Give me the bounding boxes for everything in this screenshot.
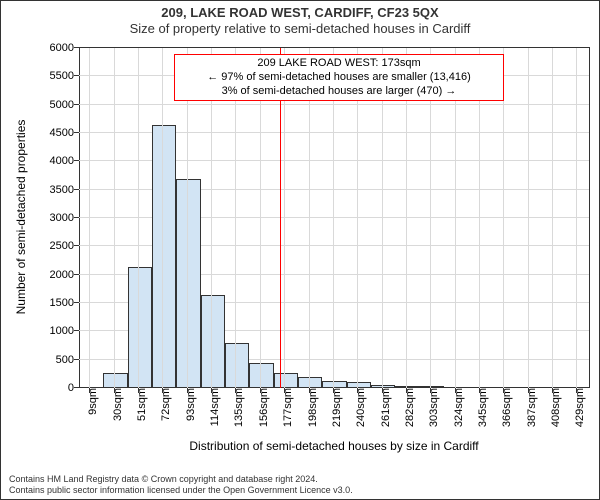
x-tick-label: 9sqm [87,388,99,415]
gridline-vertical [528,48,529,388]
y-tick-label: 1500 [34,297,74,309]
footer: Contains HM Land Registry data © Crown c… [9,474,353,495]
histogram-bar [249,363,273,388]
gridline-vertical [162,48,163,388]
x-tick-label: 30sqm [112,388,124,421]
histogram-bar [201,295,225,388]
y-tick-label: 1000 [34,325,74,337]
annotation-line-1: 209 LAKE ROAD WEST: 173sqm [179,57,499,71]
y-axis-label: Number of semi-detached properties [14,120,28,315]
gridline-horizontal [79,104,589,105]
y-tick-mark [74,75,79,76]
histogram-bar [298,377,322,388]
y-tick-label: 500 [34,354,74,366]
histogram-bar [128,267,152,388]
y-tick-mark [74,217,79,218]
y-tick-mark [74,47,79,48]
gridline-vertical [138,48,139,388]
x-tick-label: 93sqm [185,388,197,421]
y-tick-label: 5000 [34,99,74,111]
y-tick-mark [74,387,79,388]
x-tick-label: 156sqm [258,388,270,427]
annotation-line-2: ← 97% of semi-detached houses are smalle… [179,71,499,85]
x-tick-label: 345sqm [477,388,489,427]
histogram-bar [103,373,127,388]
annotation-box: 209 LAKE ROAD WEST: 173sqm ← 97% of semi… [174,54,504,101]
x-tick-label: 261sqm [380,388,392,427]
y-axis-line [79,48,80,388]
y-tick-label: 3500 [34,184,74,196]
histogram-bar [152,125,176,388]
x-tick-label: 135sqm [233,388,245,427]
y-tick-label: 2000 [34,269,74,281]
y-tick-label: 3000 [34,212,74,224]
gridline-vertical [552,48,553,388]
gridline-vertical [114,48,115,388]
page-title: 209, LAKE ROAD WEST, CARDIFF, CF23 5QX [1,5,599,21]
y-tick-label: 2500 [34,240,74,252]
page-subtitle: Size of property relative to semi-detach… [1,21,599,37]
x-tick-label: 324sqm [453,388,465,427]
footer-line-2: Contains public sector information licen… [9,485,353,495]
y-tick-label: 4500 [34,127,74,139]
y-tick-mark [74,132,79,133]
histogram-bar [274,373,298,388]
histogram-bar [176,179,200,388]
y-tick-label: 5500 [34,70,74,82]
y-tick-mark [74,302,79,303]
x-tick-label: 177sqm [282,388,294,427]
x-tick-label: 114sqm [209,388,221,426]
x-tick-label: 366sqm [501,388,513,427]
x-tick-label: 198sqm [307,388,319,427]
x-tick-label: 219sqm [331,388,343,427]
annotation-line-3: 3% of semi-detached houses are larger (4… [179,85,499,99]
plot-area: 0500100015002000250030003500400045005000… [79,47,590,388]
x-tick-label: 429sqm [574,388,586,427]
y-tick-mark [74,330,79,331]
x-tick-label: 282sqm [404,388,416,427]
x-tick-label: 387sqm [526,388,538,427]
y-tick-mark [74,274,79,275]
histogram-bar [322,381,346,388]
x-tick-label: 72sqm [160,388,172,421]
gridline-vertical [89,48,90,388]
y-tick-label: 0 [34,382,74,394]
x-tick-label: 51sqm [136,388,148,421]
y-tick-mark [74,245,79,246]
x-tick-label: 408sqm [550,388,562,427]
y-tick-label: 4000 [34,155,74,167]
x-tick-label: 303sqm [428,388,440,427]
y-tick-mark [74,189,79,190]
footer-line-1: Contains HM Land Registry data © Crown c… [9,474,353,484]
gridline-vertical [576,48,577,388]
y-tick-label: 6000 [34,42,74,54]
x-tick-label: 240sqm [355,388,367,427]
x-axis-label: Distribution of semi-detached houses by … [189,439,478,453]
y-tick-mark [74,160,79,161]
y-tick-mark [74,359,79,360]
histogram-bar [225,343,249,388]
chart-container: { "header": { "title": "209, LAKE ROAD W… [0,0,600,500]
y-tick-mark [74,104,79,105]
